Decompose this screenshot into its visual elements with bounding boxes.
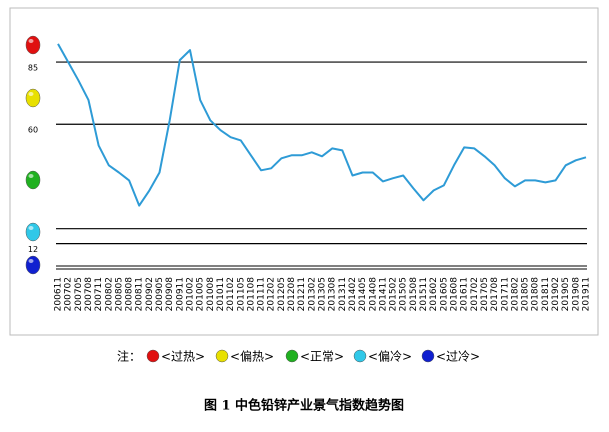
legend-label: <偏冷>: [368, 349, 412, 364]
legend-label: <过冷>: [436, 350, 480, 364]
x-tick-label: 200808: [125, 277, 135, 312]
x-tick-label: 200805: [114, 277, 124, 311]
x-tick-label: 201911: [582, 277, 592, 311]
x-tick-label: 201811: [541, 277, 551, 311]
x-tick-label: 201002: [186, 277, 196, 311]
x-tick-label: 201211: [297, 277, 307, 311]
x-tick-label: 201802: [510, 277, 520, 311]
y-tick-label: 85: [28, 64, 38, 73]
x-tick-label: 200911: [175, 277, 185, 311]
legend-label: <过热>: [161, 350, 205, 364]
x-tick-label: 201605: [439, 277, 449, 311]
x-tick-label: 201311: [338, 277, 348, 311]
x-tick-label: 201808: [531, 277, 541, 312]
legend-ball: [421, 349, 435, 363]
legend-label: <正常>: [300, 350, 344, 364]
x-tick-label: 201611: [460, 277, 470, 311]
x-tick-label: 201711: [500, 277, 510, 311]
x-tick-label: 201702: [470, 277, 480, 311]
x-tick-label: 201208: [287, 277, 297, 312]
x-tick-label: 201008: [206, 277, 216, 312]
x-tick-label: 201902: [551, 277, 561, 311]
x-tick-label: 201502: [389, 277, 399, 311]
x-tick-label: 201408: [368, 277, 378, 312]
x-tick-label: 201202: [267, 277, 277, 311]
x-tick-label: 201305: [318, 277, 328, 311]
legend-ball: [285, 349, 299, 363]
x-tick-label: 201011: [216, 277, 226, 311]
level-ball: [25, 255, 41, 275]
x-tick-label: 201705: [480, 277, 490, 311]
x-tick-label: 201308: [328, 277, 338, 312]
x-tick-label: 200708: [84, 277, 94, 312]
x-tick-label: 200611: [54, 277, 64, 311]
legend-ball: [146, 349, 160, 363]
ball-highlight: [28, 92, 34, 96]
x-tick-label: 201108: [246, 277, 256, 312]
x-tick-label: 201805: [521, 277, 531, 311]
ball-highlight: [28, 39, 34, 43]
x-tick-label: 200902: [145, 277, 155, 311]
x-tick-label: 201708: [490, 277, 500, 312]
ball-highlight: [28, 259, 34, 263]
x-tick-label: 201908: [571, 277, 581, 312]
x-tick-label: 201511: [419, 277, 429, 311]
y-tick-label: 12: [28, 245, 38, 254]
legend-label: <偏热>: [230, 349, 274, 364]
x-tick-label: 201205: [277, 277, 287, 311]
legend-note: 注：: [117, 349, 141, 364]
level-ball: [25, 222, 41, 242]
x-tick-label: 201005: [196, 277, 206, 311]
x-tick-label: 201111: [257, 277, 267, 311]
line: [57, 43, 587, 207]
x-tick-label: 201505: [399, 277, 409, 311]
x-tick-label: 201102: [226, 277, 236, 311]
x-tick-label: 201602: [429, 277, 439, 311]
x-tick-label: 200802: [104, 277, 114, 311]
ball-highlight: [28, 226, 34, 230]
y-tick-label: 60: [28, 126, 38, 135]
x-tick-label: 201411: [378, 277, 388, 311]
x-tick-label: 201105: [236, 277, 246, 311]
chart-frame: [9, 7, 599, 336]
ball-highlight: [28, 174, 34, 178]
legend-ball: [353, 349, 367, 363]
x-tick-label: 201402: [348, 277, 358, 311]
x-tick-label: 200711: [94, 277, 104, 311]
caption: 图 1 中色铅锌产业景气指数趋势图: [204, 398, 404, 414]
level-ball: [25, 170, 41, 190]
x-tick-label: 200811: [135, 277, 145, 311]
x-tick-label: 201608: [450, 277, 460, 312]
x-tick-label: 201302: [307, 277, 317, 311]
legend-ball: [215, 349, 229, 363]
x-tick-label: 200908: [165, 277, 175, 312]
level-ball: [25, 88, 41, 108]
x-tick-label: 200905: [155, 277, 165, 311]
x-tick-label: 201405: [358, 277, 368, 311]
x-tick-label: 201508: [409, 277, 419, 312]
level-ball: [25, 35, 41, 55]
x-tick-label: 201905: [561, 277, 571, 311]
x-tick-label: 200702: [64, 277, 74, 311]
x-tick-label: 200705: [74, 277, 84, 311]
